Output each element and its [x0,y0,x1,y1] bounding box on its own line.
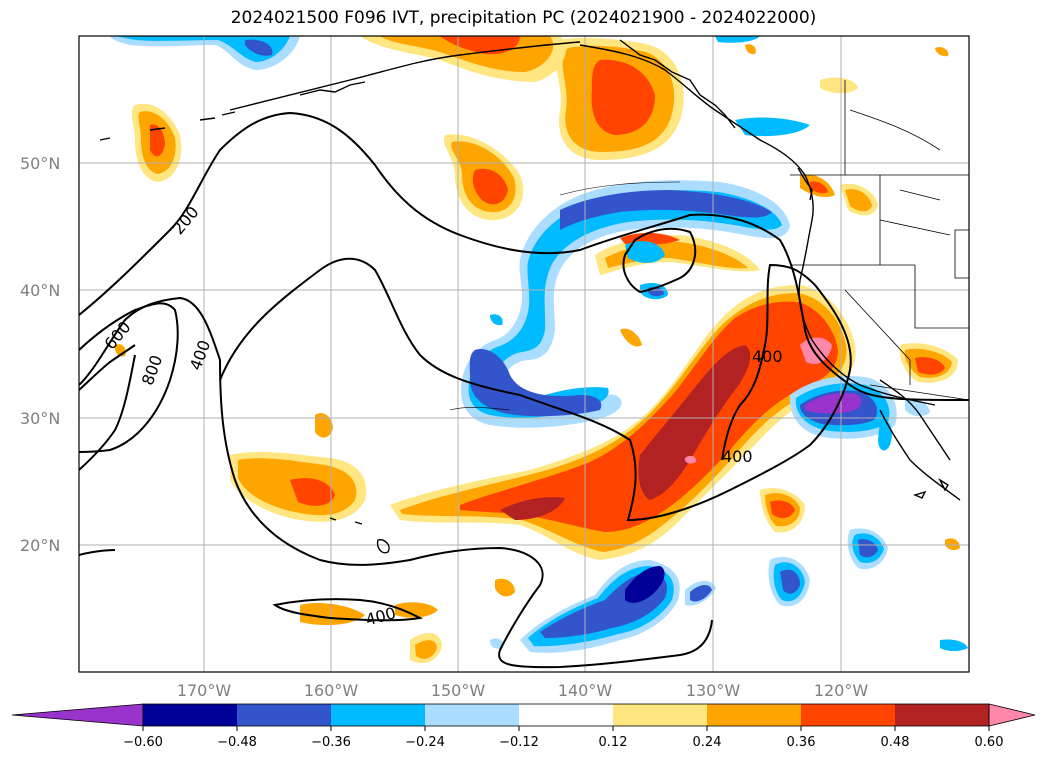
colorbar-tick-label: 0.48 [881,735,910,750]
lon-label-130w: 130°W [686,681,741,700]
colorbar-segment [331,704,426,726]
colorbar-extend-min [11,703,144,727]
lon-label-120w: 120°W [814,681,869,700]
graticule [79,36,969,672]
colorbar-tick-label: 0.60 [975,735,1004,750]
lat-label-20n: 20°N [20,536,60,555]
colorbar-segment [895,704,990,726]
colorbar-segment [425,704,520,726]
contour-label-400-coast: 400 [752,347,783,366]
colorbar: −0.60 −0.48 −0.36 −0.24 −0.12 0.12 0.24 0.36 0.4… [11,703,1036,750]
colorbar-tick-label: −0.24 [405,735,445,750]
lon-label-140w: 140°W [558,681,613,700]
negative-anomaly-shading [110,36,968,653]
lon-label-150w: 150°W [431,681,486,700]
colorbar-segment [801,704,896,726]
colorbar-tick-label: 0.36 [787,735,816,750]
political-borders [790,80,969,401]
colorbar-tick-label: 0.12 [599,735,628,750]
lon-label-170w: 170°W [177,681,232,700]
colorbar-tick-label: 0.24 [693,735,722,750]
lat-label-50n: 50°N [20,154,60,173]
colorbar-tick-label: −0.60 [123,735,163,750]
map-frame [78,35,970,673]
colorbar-segment [237,704,332,726]
colorbar-extend-max [988,703,1036,727]
colorbar-segment [143,704,238,726]
map-title: 2024021500 F096 IVT, precipitation PC (2… [230,8,817,28]
colorbar-segment [613,704,708,726]
ivt-contours [79,111,969,669]
contour-label-400-river: 400 [722,447,753,466]
colorbar-tick-label: −0.36 [311,735,351,750]
latitude-labels: 50°N 40°N 30°N 20°N [20,154,60,555]
lat-label-40n: 40°N [20,281,60,300]
lon-label-160w: 160°W [304,681,359,700]
longitude-labels: 170°W 160°W 150°W 140°W 130°W 120°W [177,681,869,700]
colorbar-segment [519,704,614,726]
colorbar-segment [707,704,802,726]
lat-label-30n: 30°N [20,409,60,428]
map-area: 200 600 800 400 400 400 400 [79,36,969,672]
colorbar-outline [142,703,990,727]
colorbar-tick-label: −0.48 [217,735,257,750]
colorbar-tick-label: −0.12 [499,735,539,750]
shading-edge-lines [449,181,681,411]
positive-anomaly-shading [114,36,960,664]
